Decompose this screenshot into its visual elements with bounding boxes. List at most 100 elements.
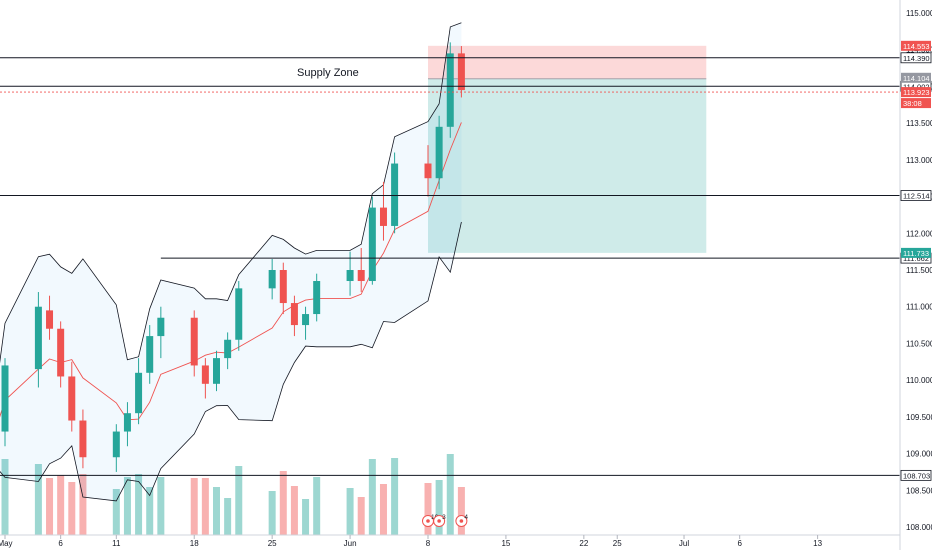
level-tag-bg (900, 190, 932, 201)
candle-body (346, 270, 354, 282)
volume-bar (268, 491, 276, 535)
candle-body (68, 376, 76, 421)
y-tick-label: 113.000 (906, 156, 932, 165)
volume-bar (368, 459, 376, 535)
volume-bar (302, 499, 310, 535)
y-tick-label: 110.500 (906, 339, 932, 348)
price-tag: 113.923 (903, 88, 930, 97)
volume-bar (1, 459, 9, 535)
y-tick-label: 115.000 (906, 9, 932, 18)
candle-body (379, 207, 387, 226)
price-tag-bg (901, 87, 931, 98)
volume-bar (279, 471, 287, 535)
candle-body (112, 431, 120, 458)
candle-body (157, 317, 165, 337)
volume-bar (57, 475, 65, 535)
candle-body (435, 126, 443, 179)
candle-body (313, 281, 321, 315)
candle-body (46, 310, 54, 329)
level-tag: 112.514 (903, 192, 930, 201)
candle-body (190, 317, 198, 366)
volume-bar (157, 477, 165, 535)
y-tick-label: 111.000 (906, 303, 932, 312)
x-tick-label: 8 (426, 539, 431, 548)
x-tick-label: May (0, 539, 13, 548)
price-tag-bg (901, 40, 931, 51)
level-tag: 114.002 (903, 82, 930, 91)
candle-body (123, 413, 131, 432)
volume-bar (79, 474, 87, 535)
candle-body (79, 420, 87, 458)
y-tick-label: 113.500 (906, 119, 932, 128)
candle-body (146, 336, 154, 373)
price-tag: 38:08 (903, 99, 922, 108)
volume-bar (446, 454, 454, 535)
price-tag-bg (901, 247, 931, 258)
volume-bar (46, 478, 54, 535)
x-tick-label: 6 (737, 539, 742, 548)
price-tag-bg (901, 98, 931, 109)
volume-bar (235, 466, 243, 535)
volume-bar (135, 474, 143, 535)
candle-body (290, 303, 298, 326)
x-tick-label: 25 (613, 539, 622, 548)
candle-body (424, 163, 432, 179)
event-marker-dot (459, 519, 464, 523)
supply-zone-label: Supply Zone (297, 67, 359, 79)
price-tag: 114.553 (903, 42, 930, 51)
price-tag: 114.104 (903, 74, 930, 83)
volume-bar (435, 480, 443, 535)
volume-bar (34, 464, 42, 535)
event-count: 3 (442, 514, 446, 521)
candle-body (1, 365, 9, 432)
y-tick-label: 108.500 (906, 486, 932, 495)
volume-bar (201, 478, 209, 535)
volume-bar (213, 487, 220, 535)
y-tick-label: 110.000 (906, 376, 932, 385)
event-count: 4 (464, 514, 468, 521)
volume-bar (146, 487, 154, 535)
y-tick-label: 111.500 (906, 266, 932, 275)
candle-body (446, 53, 454, 127)
volume-bar (457, 487, 465, 535)
candle-body (457, 53, 465, 91)
volume-bar (346, 488, 354, 535)
volume-bar (190, 478, 198, 535)
take-profit-zone (428, 78, 707, 253)
candle-body (235, 288, 243, 340)
level-tag: 111.662 (903, 254, 929, 263)
x-tick-label: Jun (344, 539, 357, 548)
candle-body (391, 163, 399, 226)
volume-bar (224, 498, 232, 535)
volume-bar (424, 483, 432, 535)
x-tick-label: 11 (112, 539, 121, 548)
stop-loss-zone (428, 45, 707, 79)
x-tick-label: 22 (579, 539, 588, 548)
bollinger-lower (0, 221, 462, 502)
x-tick-label: 18 (190, 539, 199, 548)
level-tag-bg (900, 469, 932, 481)
x-tick-label: 13 (813, 539, 822, 548)
event-marker-dot (437, 519, 441, 523)
y-tick-label: 109.000 (906, 450, 932, 459)
level-tag: 108.703 (903, 471, 930, 480)
candle-body (302, 314, 310, 326)
candle-body (268, 270, 276, 289)
volume-bar (112, 489, 120, 535)
volume-bar (68, 482, 76, 535)
x-tick-label: 15 (501, 539, 510, 548)
volume-bar (379, 484, 387, 535)
price-tag-bg (901, 72, 931, 83)
candle-body (368, 207, 376, 282)
candle-body (34, 306, 42, 370)
x-tick-label: 25 (268, 539, 277, 548)
volume-bar (290, 486, 298, 535)
volume-bar (357, 497, 365, 535)
level-tag: 114.390 (903, 54, 930, 63)
event-marker-dot (426, 519, 430, 523)
candle-body (224, 339, 232, 359)
candle-body (135, 372, 143, 414)
x-tick-label: 6 (58, 539, 63, 548)
